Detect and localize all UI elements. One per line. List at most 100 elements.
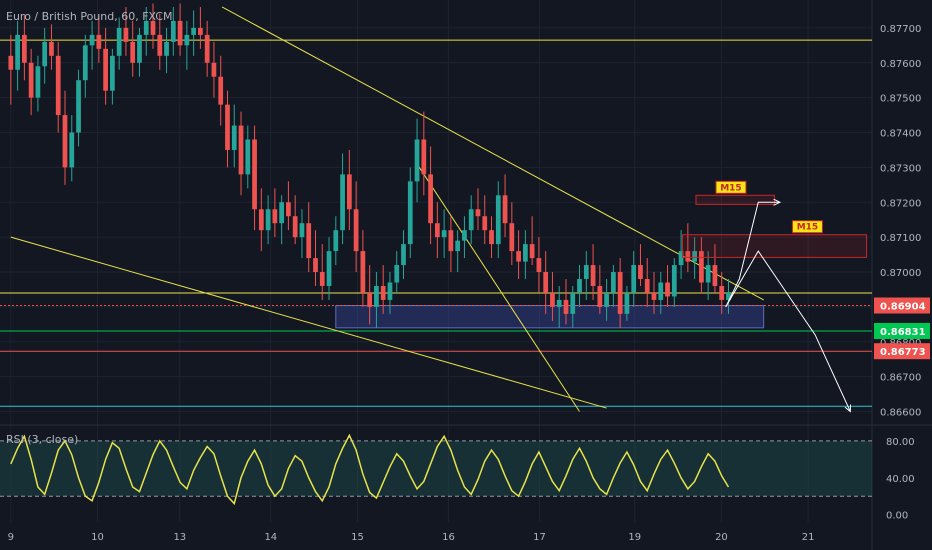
candle-body[interactable] — [49, 41, 54, 56]
candle-body[interactable] — [143, 20, 149, 35]
candle-body[interactable] — [550, 292, 555, 307]
candle-body[interactable] — [644, 279, 650, 293]
candle-body[interactable] — [191, 27, 196, 35]
candle-body[interactable] — [387, 282, 393, 300]
candle-body[interactable] — [286, 202, 291, 217]
candle-body[interactable] — [685, 251, 691, 262]
candle-body[interactable] — [699, 251, 704, 283]
candle-body[interactable] — [502, 195, 508, 224]
candle-body[interactable] — [103, 48, 108, 91]
candle-body[interactable] — [516, 251, 521, 262]
candle-body[interactable] — [360, 251, 366, 293]
candle-body[interactable] — [414, 139, 420, 182]
candle-body[interactable] — [482, 216, 488, 231]
candle-body[interactable] — [218, 76, 224, 105]
candle-body[interactable] — [421, 139, 427, 175]
candle-body[interactable] — [570, 292, 576, 314]
candle-body[interactable] — [8, 55, 14, 70]
candle-body[interactable] — [76, 80, 81, 133]
candle-body[interactable] — [150, 20, 156, 35]
candle-body[interactable] — [631, 265, 637, 293]
candle-body[interactable] — [671, 265, 677, 297]
candle-body[interactable] — [455, 240, 461, 252]
candle-body[interactable] — [665, 282, 670, 297]
candle-body[interactable] — [211, 62, 217, 77]
candle-body[interactable] — [367, 292, 373, 307]
candle-body[interactable] — [110, 55, 115, 91]
candle-body[interactable] — [475, 209, 481, 217]
candle-body[interactable] — [462, 230, 467, 241]
candle-body[interactable] — [441, 230, 447, 238]
candle-body[interactable] — [726, 292, 731, 300]
candle-body[interactable] — [22, 34, 27, 63]
candle-body[interactable] — [15, 34, 20, 70]
candle-body[interactable] — [96, 34, 102, 49]
candle-body[interactable] — [468, 209, 474, 231]
candle-body[interactable] — [123, 27, 129, 42]
candle-body[interactable] — [522, 244, 528, 262]
candle-body[interactable] — [374, 285, 379, 307]
candle-body[interactable] — [401, 244, 406, 266]
candle-body[interactable] — [137, 34, 142, 63]
candle-body[interactable] — [543, 272, 549, 293]
candle-body[interactable] — [326, 251, 332, 286]
candle-body[interactable] — [353, 209, 359, 252]
candle-body[interactable] — [164, 41, 169, 56]
candle-body[interactable] — [651, 292, 657, 300]
candle-body[interactable] — [313, 258, 318, 273]
candle-body[interactable] — [624, 292, 630, 314]
candle-body[interactable] — [204, 34, 210, 63]
candle-body[interactable] — [55, 55, 61, 116]
candle-body[interactable] — [177, 20, 183, 46]
candle-body[interactable] — [590, 265, 596, 286]
candle-body[interactable] — [380, 285, 386, 300]
candle-body[interactable] — [279, 202, 285, 224]
candle-body[interactable] — [42, 41, 48, 67]
candle-body[interactable] — [638, 265, 643, 280]
candle-body[interactable] — [712, 265, 718, 286]
candle-body[interactable] — [69, 132, 75, 168]
candle-body[interactable] — [319, 272, 325, 286]
candle-body[interactable] — [130, 41, 136, 63]
candle-body[interactable] — [198, 27, 203, 35]
candle-body[interactable] — [617, 272, 623, 314]
candle-body[interactable] — [245, 139, 251, 175]
candle-body[interactable] — [407, 181, 413, 245]
candle-body[interactable] — [705, 265, 711, 283]
candle-body[interactable] — [658, 282, 664, 300]
candle-body[interactable] — [340, 174, 345, 231]
candle-body[interactable] — [116, 27, 122, 56]
candle-body[interactable] — [604, 292, 609, 307]
candles[interactable] — [8, 3, 731, 328]
candle-body[interactable] — [82, 45, 88, 81]
candle-body[interactable] — [719, 285, 725, 300]
candle-body[interactable] — [346, 174, 352, 210]
candle-body[interactable] — [238, 125, 244, 175]
candle-body[interactable] — [611, 272, 616, 293]
candle-body[interactable] — [184, 34, 190, 46]
candle-body[interactable] — [489, 230, 494, 245]
candle-body[interactable] — [428, 174, 433, 224]
candle-body[interactable] — [231, 125, 237, 150]
candle-body[interactable] — [394, 265, 400, 283]
candle-body[interactable] — [252, 139, 257, 210]
candle-body[interactable] — [62, 115, 68, 168]
candle-body[interactable] — [563, 299, 569, 314]
candle-body[interactable] — [258, 209, 264, 231]
candle-body[interactable] — [35, 66, 41, 98]
candle-body[interactable] — [299, 223, 305, 238]
candle-body[interactable] — [28, 62, 34, 98]
candle-body[interactable] — [157, 34, 163, 56]
candle-body[interactable] — [597, 285, 603, 307]
candle-body[interactable] — [692, 251, 697, 262]
candle-body[interactable] — [265, 209, 271, 231]
candle-body[interactable] — [89, 34, 95, 46]
candle-body[interactable] — [225, 104, 230, 150]
candle-body[interactable] — [556, 299, 562, 307]
candle-body[interactable] — [306, 223, 312, 259]
candle-body[interactable] — [448, 230, 454, 252]
candle-body[interactable] — [434, 223, 440, 238]
candle-body[interactable] — [536, 258, 542, 273]
candle-body[interactable] — [272, 209, 278, 224]
candle-body[interactable] — [509, 223, 515, 252]
